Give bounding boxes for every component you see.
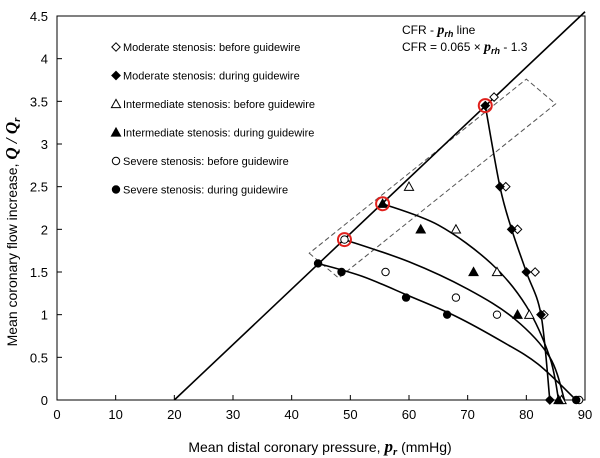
legend-label: Severe stenosis: before guidewire: [123, 156, 289, 168]
data-point-circle-filled: [313, 259, 323, 268]
fit-curve: [484, 105, 551, 401]
legend-label: Moderate stenosis: before guidewire: [123, 42, 300, 54]
legend-label: Intermediate stenosis: during guidewire: [123, 128, 314, 140]
highlight-circle: [477, 98, 493, 114]
ylabel-symbol: Q / Q: [2, 122, 21, 160]
data-point-circle-open: [381, 267, 390, 277]
ann2-pre: CFR = 0.065 ×: [402, 40, 484, 54]
cfr-annotation-line2: CFR = 0.065 × prh - 1.3: [402, 40, 528, 56]
y-tick-label: 3: [41, 137, 48, 152]
x-tick-label: 90: [578, 407, 592, 422]
fit-curve: [317, 262, 577, 401]
y-tick-label: 0: [41, 393, 48, 408]
plot-frame: [56, 15, 586, 401]
data-point-diamond-filled: [495, 181, 505, 192]
xlabel-sub: r: [393, 446, 398, 458]
x-tick-label: 60: [402, 407, 416, 422]
y-axis-title: Mean coronary flow increase, Q / Qr: [2, 117, 23, 347]
fit-curves: [317, 105, 577, 401]
data-point-diamond-filled: [536, 309, 546, 320]
fit-curve: [344, 238, 566, 401]
ann2-post: - 1.3: [500, 40, 528, 54]
data-point-circle-filled: [401, 293, 411, 302]
tick-labels: 0 10 20 30 40 50 60 70 80 90 0 0.5 1 1.5 2 2.5 3 3.5 4 4.5: [30, 9, 592, 422]
highlight-circle: [336, 232, 352, 248]
y-tick-label: 2.5: [30, 180, 48, 195]
data-point-diamond-open: [489, 92, 499, 102]
y-tick-label: 2: [41, 222, 48, 237]
data-point-triangle-filled: [468, 266, 479, 277]
plot-axes: [56, 15, 586, 401]
ann1-sub: rh: [444, 29, 454, 39]
dashed-box: [308, 78, 557, 279]
data-point-diamond-filled: [544, 395, 555, 405]
data-point-triangle-filled: [415, 223, 427, 234]
legend-marker-diamond-open: [111, 42, 121, 52]
data-point-circle-open: [492, 310, 502, 319]
ann2-sym: p: [483, 40, 491, 55]
x-tick-label: 40: [284, 407, 298, 422]
data-point-circle-filled: [442, 310, 452, 319]
data-point-diamond-filled: [506, 224, 517, 235]
x-tick-label: 20: [167, 407, 181, 422]
fit-curve: [382, 202, 560, 401]
ann2-sub: rh: [491, 46, 501, 56]
xlabel-main: Mean distal coronary pressure,: [188, 439, 380, 455]
ann1-pre: CFR -: [402, 23, 437, 37]
y-tick-label: 1.5: [30, 265, 48, 280]
legend-marker-circle-filled: [111, 185, 121, 194]
ann1-post: line: [453, 23, 475, 37]
data-point-diamond-filled: [480, 100, 491, 111]
cfr-annotation-line1: CFR - prh line: [402, 23, 476, 39]
data-point-circle-filled: [337, 267, 346, 277]
x-axis-title: Mean distal coronary pressure, pr (mmHg): [188, 437, 451, 458]
legend-marker-triangle-open: [110, 98, 122, 109]
x-tick-label: 70: [460, 407, 474, 422]
ylabel-main: Mean coronary flow increase,: [4, 164, 20, 347]
data-point-triangle-open: [491, 266, 503, 277]
data-point-circle-open: [340, 235, 349, 244]
data-point-triangle-filled: [512, 309, 523, 319]
x-tick-label: 50: [343, 407, 357, 422]
x-tick-label: 30: [226, 407, 240, 422]
legend: Moderate stenosis: before guidewire Moder…: [110, 42, 315, 197]
data-point-circle-open: [451, 293, 461, 302]
y-tick-label: 1: [41, 308, 48, 323]
x-tick-label: 80: [519, 407, 533, 422]
y-tick-label: 4.5: [30, 9, 48, 24]
x-tick-label: 0: [53, 407, 60, 422]
xlabel-symbol: p: [382, 437, 393, 456]
data-point-circle-filled: [572, 395, 581, 405]
data-point-triangle-open: [523, 309, 535, 319]
data-points: [313, 92, 584, 405]
data-point-diamond-filled: [521, 267, 532, 277]
y-tick-label: 3.5: [30, 94, 48, 109]
data-point-triangle-open: [450, 223, 462, 234]
legend-marker-triangle-filled: [110, 126, 122, 137]
data-point-diamond-open: [530, 267, 541, 277]
legend-label: Severe stenosis: during guidewire: [123, 185, 288, 197]
data-point-triangle-filled: [377, 198, 389, 208]
x-tick-label: 10: [108, 407, 122, 422]
data-point-triangle-open: [403, 181, 415, 191]
legend-label: Moderate stenosis: during guidewire: [123, 71, 300, 83]
ylabel-sub: r: [11, 117, 23, 122]
dashed-highlight-box: [308, 78, 557, 279]
highlight-circle: [375, 196, 391, 212]
legend-label: Intermediate stenosis: before guidewire: [123, 99, 315, 111]
highlight-circles: [336, 98, 493, 248]
data-point-triangle-filled: [553, 394, 565, 405]
ann1-sym: p: [436, 23, 444, 38]
legend-marker-circle-open: [111, 156, 121, 166]
xlabel-unit: (mmHg): [397, 439, 451, 455]
legend-marker-diamond-filled: [111, 70, 121, 81]
y-tick-label: 0.5: [30, 350, 48, 365]
y-tick-label: 4: [41, 52, 48, 67]
